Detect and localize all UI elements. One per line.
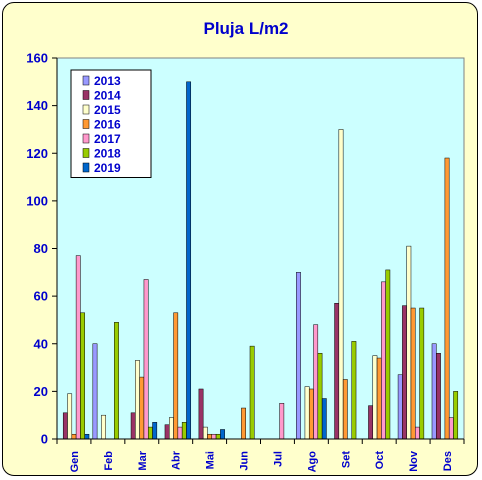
y-tick-label: 100 bbox=[26, 193, 48, 208]
legend-label-2019: 2019 bbox=[94, 161, 121, 175]
bar-2017-Mar bbox=[143, 279, 149, 440]
bar-2015-Gen bbox=[67, 393, 73, 440]
legend-swatch-2016 bbox=[82, 119, 90, 129]
bar-2018-Set bbox=[351, 341, 357, 440]
y-tick-label: 160 bbox=[26, 51, 48, 66]
bar-2018-Feb bbox=[114, 322, 119, 440]
bar-2017-Oct bbox=[381, 281, 386, 440]
legend-swatch-2013 bbox=[82, 75, 90, 86]
bar-2017-Ago bbox=[313, 324, 319, 440]
legend-label-2016: 2016 bbox=[94, 118, 121, 132]
x-tick-label: Ago bbox=[306, 451, 318, 473]
x-tick-label: Mai bbox=[205, 451, 217, 469]
bar-2013-Nov bbox=[397, 374, 403, 440]
x-tick-label: Feb bbox=[103, 451, 115, 471]
x-tick-label: Set bbox=[340, 451, 352, 468]
bar-2015-Ago bbox=[304, 386, 310, 440]
x-tick-label: Jun bbox=[239, 451, 251, 471]
bar-2016-Mar bbox=[139, 376, 145, 440]
bar-2017-Des bbox=[448, 417, 454, 440]
y-tick-label: 20 bbox=[34, 384, 48, 399]
y-tick-label: 40 bbox=[34, 336, 48, 351]
x-tick-label: Mar bbox=[137, 450, 149, 470]
legend-swatch-2018 bbox=[82, 148, 90, 158]
legend-label-2018: 2018 bbox=[94, 147, 121, 161]
bar-2015-Feb bbox=[101, 414, 106, 440]
bar-2018-Mar bbox=[147, 426, 153, 440]
x-tick-label: Abr bbox=[171, 450, 183, 470]
bar-2018-Des bbox=[453, 391, 459, 440]
bar-2019-Gen bbox=[84, 433, 90, 440]
chart-title: Pluja L/m2 bbox=[203, 19, 288, 38]
bar-2016-Des bbox=[444, 157, 450, 440]
bar-2019-Mai bbox=[220, 429, 225, 440]
bar-2017-Mai bbox=[211, 433, 217, 440]
bar-2015-Mai bbox=[202, 426, 208, 440]
legend-swatch-2017 bbox=[82, 133, 90, 144]
bar-2016-Jun bbox=[241, 407, 246, 440]
bar-2015-Set bbox=[338, 129, 344, 440]
chart-frame: Pluja L/m2 0 20 40 60 80 100 120 140 160 Gen Feb Ma… bbox=[2, 2, 478, 476]
bar-2014-Oct bbox=[368, 405, 374, 440]
bar-2016-Gen bbox=[71, 433, 77, 440]
bar-2016-Mai bbox=[207, 433, 213, 440]
y-tick-label: 0 bbox=[41, 432, 48, 447]
legend-swatch-2015 bbox=[82, 104, 90, 115]
legend-swatch-2014 bbox=[82, 90, 90, 100]
bar-2018-Abr bbox=[181, 422, 187, 440]
bar-2018-Mai bbox=[215, 433, 221, 440]
x-tick-label: Jul bbox=[272, 451, 284, 467]
bar-2015-Nov bbox=[406, 245, 412, 440]
bar-2015-Oct bbox=[372, 355, 378, 440]
bar-2019-Mar bbox=[152, 422, 158, 440]
bar-2014-Mar bbox=[130, 412, 136, 440]
legend-label-2014: 2014 bbox=[94, 89, 121, 103]
y-tick-label: 120 bbox=[26, 146, 48, 161]
bar-2017-Jul bbox=[279, 403, 285, 440]
bar-2019-Ago bbox=[321, 398, 327, 440]
x-tick-label: Oct bbox=[374, 451, 386, 470]
bar-2016-Nov bbox=[410, 307, 416, 440]
bar-2016-Set bbox=[342, 379, 348, 440]
bar-2016-Abr bbox=[173, 312, 179, 440]
legend-label-2017: 2017 bbox=[94, 132, 121, 146]
bar-2018-Ago bbox=[317, 353, 323, 440]
bar-2017-Abr bbox=[177, 426, 183, 440]
bar-2014-Set bbox=[334, 303, 340, 440]
bar-2017-Nov bbox=[415, 426, 420, 440]
bars-layer bbox=[62, 81, 459, 440]
x-tick-label: Gen bbox=[69, 451, 81, 473]
bar-2013-Feb bbox=[92, 343, 98, 440]
x-tick-label: Des bbox=[442, 451, 454, 471]
bar-2015-Mar bbox=[135, 360, 140, 440]
legend-label-2015: 2015 bbox=[94, 103, 121, 117]
y-tick-label: 140 bbox=[26, 98, 48, 113]
bar-2014-Abr bbox=[164, 424, 170, 440]
bar-2014-Des bbox=[436, 353, 441, 440]
bar-2017-Gen bbox=[75, 255, 81, 440]
bar-2016-Ago bbox=[308, 388, 314, 440]
bar-2018-Gen bbox=[80, 312, 85, 440]
y-tick-label: 80 bbox=[34, 241, 48, 256]
x-tick-label: Nov bbox=[408, 450, 420, 472]
bar-2014-Mai bbox=[198, 388, 204, 440]
bar-2016-Oct bbox=[376, 357, 382, 440]
bar-2015-Abr bbox=[169, 417, 174, 440]
axes-layer: 0 20 40 60 80 100 120 140 160 Gen Feb Mar Abr Mai Jun J… bbox=[26, 51, 465, 473]
bar-2018-Jun bbox=[249, 345, 255, 440]
legend-label-2013: 2013 bbox=[94, 74, 121, 88]
bar-2014-Gen bbox=[62, 412, 68, 440]
bar-2019-Abr bbox=[186, 81, 192, 440]
rainfall-chart: Pluja L/m2 0 20 40 60 80 100 120 140 160 Gen Feb Ma… bbox=[26, 19, 465, 473]
bar-2013-Des bbox=[431, 343, 437, 440]
bar-2014-Nov bbox=[402, 305, 407, 440]
bar-2018-Nov bbox=[419, 307, 425, 440]
legend-swatch-2019 bbox=[82, 162, 90, 173]
y-tick-label: 60 bbox=[34, 289, 48, 304]
bar-2013-Ago bbox=[296, 272, 301, 440]
bar-2018-Oct bbox=[385, 269, 391, 440]
